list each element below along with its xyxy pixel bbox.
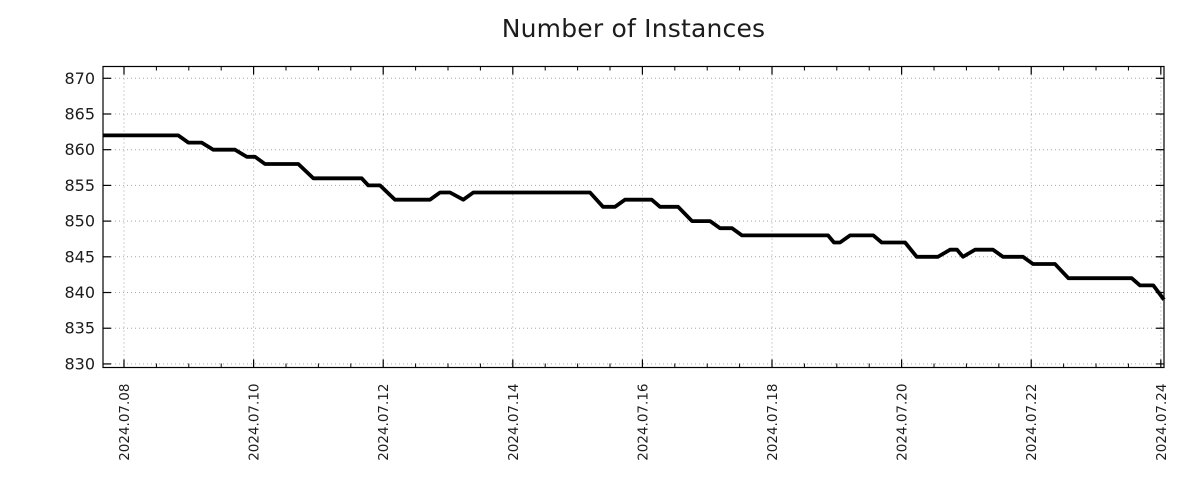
x-tick-label: 2024.07.24 <box>1154 384 1170 461</box>
y-tick-label: 850 <box>64 212 95 231</box>
y-tick-label: 870 <box>64 69 95 88</box>
x-tick-label: 2024.07.12 <box>376 384 392 461</box>
y-tick-label: 860 <box>64 140 95 159</box>
chart-title: Number of Instances <box>501 14 766 43</box>
y-tick-label: 865 <box>64 104 95 123</box>
plot-border <box>102 65 1165 369</box>
y-tick-label: 845 <box>64 247 95 266</box>
instances-series-line <box>103 133 1166 301</box>
y-tick-label: 835 <box>64 319 95 338</box>
y-tick-label: 855 <box>64 176 95 195</box>
y-tick-label: 830 <box>64 354 95 373</box>
x-tick-label: 2024.07.18 <box>765 384 781 461</box>
x-tick-label: 2024.07.10 <box>247 384 263 461</box>
x-tick-label: 2024.07.14 <box>506 384 522 461</box>
x-tick-label: 2024.07.16 <box>635 384 651 461</box>
y-tick-label: 840 <box>64 283 95 302</box>
x-tick-label: 2024.07.20 <box>895 384 911 461</box>
x-tick-label: 2024.07.08 <box>117 384 133 461</box>
x-tick-label: 2024.07.22 <box>1024 384 1040 461</box>
